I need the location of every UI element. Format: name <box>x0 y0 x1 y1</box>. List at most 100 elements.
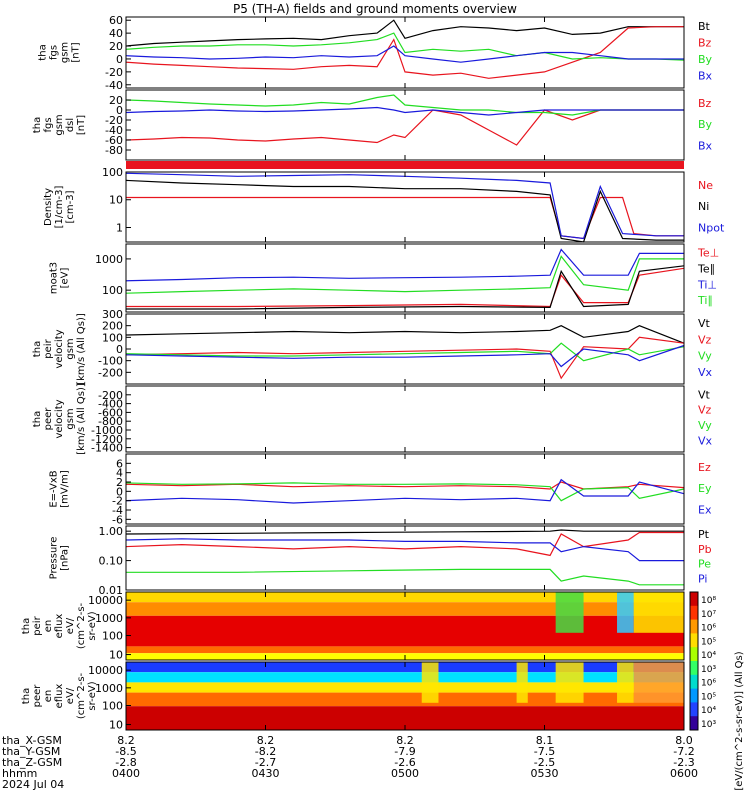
y-axis-label: [nT] <box>76 115 87 135</box>
y-tick-label: 60 <box>109 14 123 27</box>
y-tick-label: 20 <box>109 40 123 53</box>
legend-entry: Bz <box>698 37 712 50</box>
y-tick-label: 100 <box>102 166 123 179</box>
spectrogram-feature <box>555 592 584 633</box>
colorbar-segment <box>690 592 698 607</box>
y-tick-label: 10000 <box>88 594 123 607</box>
y-axis-label: eflux <box>54 684 65 709</box>
y-axis-label: en <box>43 620 54 633</box>
y-tick-label: -60 <box>105 134 123 147</box>
colorbar-tick-label: 10⁸ <box>701 596 716 606</box>
panel-fgs_gse: 200-20-40-60-80 tha fgs gsm dsl [nT] Bz By Bx <box>32 89 713 169</box>
panel-peer_vel-frame <box>125 385 685 453</box>
y-tick-label: -4 <box>112 504 123 517</box>
y-tick-label: 10 <box>109 194 123 207</box>
y-tick-label: 300 <box>102 308 123 321</box>
series-line-Pe <box>126 568 684 586</box>
xaxis-value: 8.0 <box>675 734 693 747</box>
legend-entry: Ti∥ <box>697 294 713 307</box>
xaxis-value: 0400 <box>112 767 140 780</box>
legend-entry: Pt <box>698 528 710 541</box>
series-line-Ez <box>125 481 685 490</box>
y-axis-label: tha <box>38 44 49 60</box>
y-tick-label: -80 <box>105 144 123 157</box>
xaxis-value: 8.2 <box>257 734 275 747</box>
y-tick-label: -600 <box>98 406 123 419</box>
y-tick-label: -800 <box>98 415 123 428</box>
series-line-Pb <box>125 531 684 557</box>
y-tick-label: 0 <box>116 53 123 66</box>
panel-peir_eflux: 10000 1000 100 10 tha peir en eflux eV/(cm^2-s-s… <box>21 591 685 662</box>
y-axis-label: fgs <box>43 117 54 132</box>
y-axis-label: gsm <box>65 338 76 359</box>
y-axis-label: [cm-3] <box>65 190 76 223</box>
y-axis-label: E=-VxB <box>49 470 60 507</box>
legend-entry: Pe <box>698 558 711 571</box>
xaxis-value: 0430 <box>252 767 280 780</box>
y-axis-label: [km/s (All Qs)] <box>76 383 87 455</box>
xaxis-value: -2.6 <box>394 756 415 769</box>
y-tick-label: -2 <box>112 495 123 508</box>
series-line-Npot <box>125 172 684 240</box>
y-tick-label: 4 <box>116 467 123 480</box>
y-axis-label: peer <box>43 407 54 431</box>
legend-entry: Ey <box>698 482 712 495</box>
panel-pressure: 1.00 0.10 0.01 Pressure [nPa] Pt Pb Pe Pi <box>49 525 712 597</box>
colorbar-tick-label: 10³ <box>701 720 716 730</box>
colorbar: 10⁸ 10⁷ 10⁶ 10⁵ 10⁴ 10³ 10⁶ 10⁵ 10⁴ 10³ [eV/(cm^2-… <box>689 591 745 791</box>
y-axis-label: gsm <box>65 408 76 429</box>
quality-flag-bar <box>126 161 684 169</box>
y-axis-label: tha <box>32 411 43 427</box>
y-axis-label: peer <box>32 684 43 708</box>
y-axis-label: velocity <box>54 329 65 368</box>
series-line-Ni <box>125 179 684 243</box>
y-axis-label: [nPa] <box>60 545 71 571</box>
colorbar-tick-label: 10³ <box>701 665 716 675</box>
y-tick-label: 0 <box>116 485 123 498</box>
series-line-Ne <box>126 196 684 240</box>
y-axis-label: tha <box>21 688 32 704</box>
series-line-Vx <box>125 344 685 368</box>
xaxis-row-label: hhmm <box>2 767 37 780</box>
legend-entry: By <box>698 118 713 131</box>
xaxis-value: -2.3 <box>673 756 694 769</box>
colorbar-tick-label: 10⁶ <box>701 679 716 689</box>
y-tick-label: 40 <box>109 27 123 40</box>
spectrogram-band <box>126 682 684 693</box>
y-tick-label: -1200 <box>91 433 123 446</box>
xaxis-value: -7.5 <box>534 745 555 758</box>
legend-entry: Bx <box>698 70 713 83</box>
spectrogram-band <box>126 646 684 654</box>
y-tick-label: -400 <box>98 398 123 411</box>
series-line-Ex <box>125 478 685 504</box>
legend-entry: Ti⊥ <box>697 278 717 291</box>
y-tick-label: 0.01 <box>99 584 124 597</box>
series-line-Bx <box>125 45 684 63</box>
colorbar-segment <box>690 647 698 662</box>
xaxis-row-label: tha_X-GSM <box>2 734 62 747</box>
xaxis-row-label: tha_Z-GSM <box>2 756 62 769</box>
y-tick-label: 1000 <box>95 682 123 695</box>
colorbar-tick-label: 10⁶ <box>701 624 716 634</box>
colorbar-segment <box>690 619 698 634</box>
xaxis-value: 8.1 <box>536 734 554 747</box>
xaxis-value: -8.2 <box>255 745 276 758</box>
xaxis-value: 8.2 <box>396 734 414 747</box>
colorbar-segment <box>690 702 698 717</box>
y-axis-label: eflux <box>54 614 65 639</box>
y-tick-label: 20 <box>109 94 123 107</box>
legend-entry: Ex <box>698 503 712 516</box>
series-line-Ti⊥ <box>125 248 684 282</box>
series-line-Pt <box>125 529 684 535</box>
spectrogram-feature <box>421 662 439 703</box>
legend-entry: Bz <box>698 97 712 110</box>
y-axis-label: peir <box>43 338 54 358</box>
series-line-Vy <box>125 342 685 362</box>
spectrogram-feature <box>633 662 684 703</box>
spectrogram-band <box>126 592 684 603</box>
y-axis-label: gsm <box>54 114 65 135</box>
legend-entry: Vt <box>698 388 711 401</box>
series-line-Ey <box>125 482 685 502</box>
